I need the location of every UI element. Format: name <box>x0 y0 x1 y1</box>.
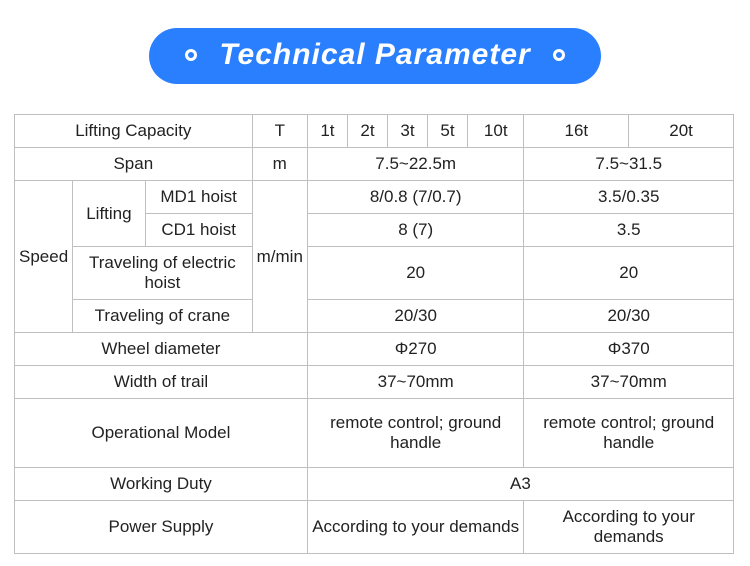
cell: 7.5~22.5m <box>307 148 524 181</box>
table-row: Wheel diameter Φ270 Φ370 <box>15 333 734 366</box>
cell: 5t <box>428 115 468 148</box>
cell-unit: T <box>252 115 307 148</box>
parameter-table: Lifting Capacity T 1t 2t 3t 5t 10t 16t 2… <box>14 114 734 554</box>
cell-wheel: Wheel diameter <box>15 333 308 366</box>
cell-trail: Width of trail <box>15 366 308 399</box>
cell-span: Span <box>15 148 253 181</box>
cell: 3t <box>387 115 427 148</box>
table-row: Width of trail 37~70mm 37~70mm <box>15 366 734 399</box>
cell: 3.5/0.35 <box>524 181 734 214</box>
cell-lifting-capacity: Lifting Capacity <box>15 115 253 148</box>
table-row: Traveling of electric hoist 20 20 <box>15 247 734 300</box>
table-row: Operational Model remote control; ground… <box>15 399 734 468</box>
dot-icon <box>553 49 565 61</box>
cell-unit: m <box>252 148 307 181</box>
cell-unit: m/min <box>252 181 307 333</box>
table-row: Traveling of crane 20/30 20/30 <box>15 300 734 333</box>
cell: 8 (7) <box>307 214 524 247</box>
table-row: Speed Lifting MD1 hoist m/min 8/0.8 (7/0… <box>15 181 734 214</box>
cell: 20/30 <box>524 300 734 333</box>
cell-power: Power Supply <box>15 501 308 554</box>
cell: Φ270 <box>307 333 524 366</box>
banner-title: Technical Parameter <box>219 38 530 72</box>
dot-icon <box>185 49 197 61</box>
cell: 8/0.8 (7/0.7) <box>307 181 524 214</box>
banner-wrap: Technical Parameter <box>0 0 750 114</box>
cell: 7.5~31.5 <box>524 148 734 181</box>
cell-duty: Working Duty <box>15 468 308 501</box>
cell: A3 <box>307 468 733 501</box>
cell-lifting: Lifting <box>73 181 145 247</box>
cell: remote control; ground handle <box>307 399 524 468</box>
cell: remote control; ground handle <box>524 399 734 468</box>
table-row: Lifting Capacity T 1t 2t 3t 5t 10t 16t 2… <box>15 115 734 148</box>
cell: 20/30 <box>307 300 524 333</box>
cell: According to your demands <box>307 501 524 554</box>
title-banner: Technical Parameter <box>149 28 600 84</box>
table-row: Working Duty A3 <box>15 468 734 501</box>
cell: 20 <box>524 247 734 300</box>
cell: 2t <box>347 115 387 148</box>
cell: 37~70mm <box>307 366 524 399</box>
cell: 1t <box>307 115 347 148</box>
cell-opmodel: Operational Model <box>15 399 308 468</box>
cell-md1: MD1 hoist <box>145 181 252 214</box>
cell: 3.5 <box>524 214 734 247</box>
cell: 20 <box>307 247 524 300</box>
cell: According to your demands <box>524 501 734 554</box>
cell: 16t <box>524 115 629 148</box>
table-row: Span m 7.5~22.5m 7.5~31.5 <box>15 148 734 181</box>
cell: 10t <box>468 115 524 148</box>
cell: 20t <box>629 115 734 148</box>
table-row: Power Supply According to your demands A… <box>15 501 734 554</box>
cell-trav-hoist: Traveling of electric hoist <box>73 247 252 300</box>
cell: 37~70mm <box>524 366 734 399</box>
cell: Φ370 <box>524 333 734 366</box>
cell-trav-crane: Traveling of crane <box>73 300 252 333</box>
cell-cd1: CD1 hoist <box>145 214 252 247</box>
cell-speed: Speed <box>15 181 73 333</box>
